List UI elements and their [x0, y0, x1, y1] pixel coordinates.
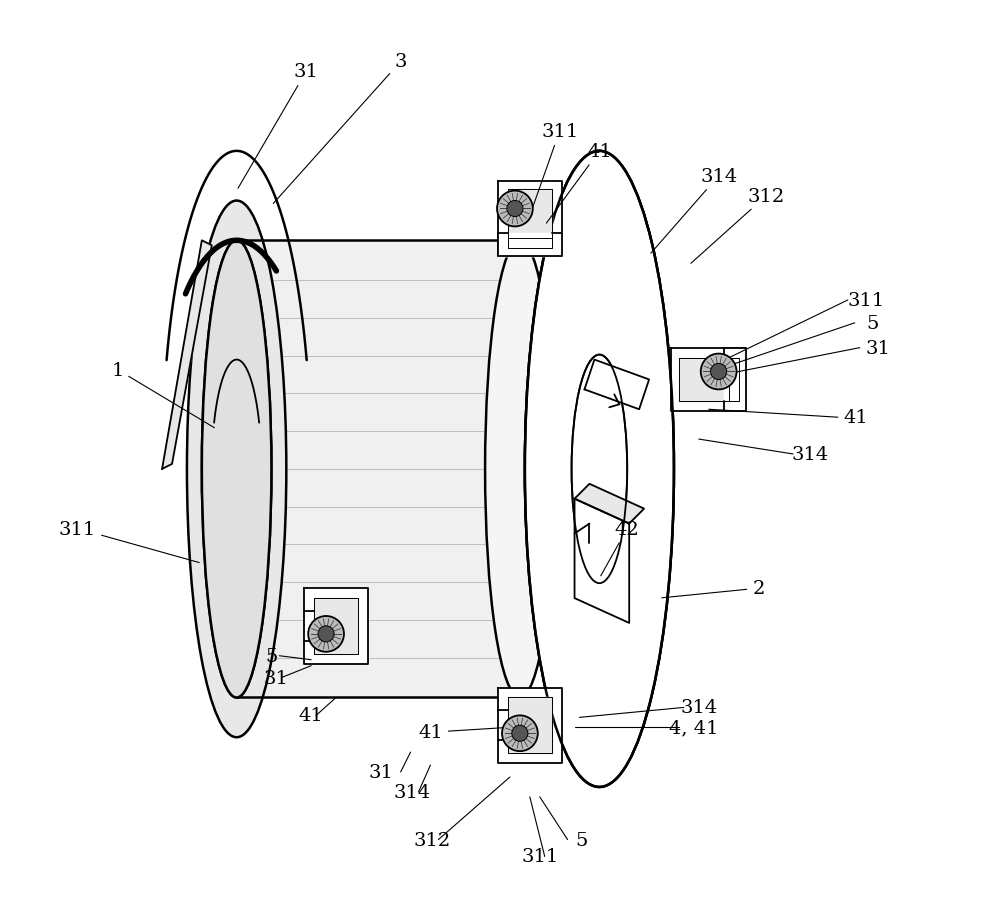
- Text: 41: 41: [299, 706, 324, 724]
- Text: 31: 31: [264, 669, 289, 687]
- Polygon shape: [584, 360, 649, 410]
- Text: 314: 314: [394, 783, 431, 801]
- Ellipse shape: [202, 241, 271, 698]
- Text: 314: 314: [651, 168, 737, 254]
- Polygon shape: [498, 688, 562, 763]
- Circle shape: [497, 191, 533, 228]
- Circle shape: [512, 725, 528, 741]
- Text: 41: 41: [418, 723, 507, 741]
- Polygon shape: [679, 358, 739, 402]
- Text: 312: 312: [414, 831, 451, 849]
- Text: 31: 31: [865, 340, 890, 358]
- Text: 311: 311: [521, 848, 558, 866]
- Text: 312: 312: [691, 187, 785, 264]
- Circle shape: [318, 626, 334, 642]
- Polygon shape: [724, 349, 746, 412]
- Circle shape: [711, 364, 727, 380]
- Polygon shape: [575, 484, 644, 524]
- Circle shape: [502, 715, 538, 751]
- Ellipse shape: [525, 152, 674, 787]
- Polygon shape: [162, 241, 212, 470]
- Text: 5: 5: [867, 314, 879, 332]
- Polygon shape: [671, 349, 746, 412]
- Ellipse shape: [485, 241, 555, 698]
- Text: 4, 41: 4, 41: [669, 719, 719, 737]
- Circle shape: [701, 354, 737, 390]
- Text: 41: 41: [843, 409, 868, 427]
- Text: 3: 3: [273, 53, 407, 204]
- Text: 41: 41: [546, 143, 612, 224]
- Ellipse shape: [187, 201, 286, 738]
- Text: 314: 314: [680, 699, 717, 717]
- Text: 31: 31: [238, 63, 319, 189]
- Ellipse shape: [217, 375, 257, 563]
- Text: 31: 31: [368, 763, 393, 781]
- Text: 311: 311: [847, 292, 884, 310]
- Ellipse shape: [525, 152, 674, 787]
- Text: 314: 314: [791, 445, 829, 463]
- Text: 1: 1: [111, 361, 214, 428]
- Text: 311: 311: [531, 123, 578, 214]
- Polygon shape: [498, 234, 562, 257]
- Polygon shape: [314, 599, 358, 654]
- Polygon shape: [575, 499, 629, 623]
- Polygon shape: [304, 589, 368, 664]
- Polygon shape: [498, 182, 562, 257]
- Text: 311: 311: [59, 520, 199, 563]
- Text: 2: 2: [662, 580, 765, 598]
- Polygon shape: [508, 190, 552, 249]
- Text: 42: 42: [601, 520, 640, 576]
- Ellipse shape: [572, 355, 627, 583]
- Circle shape: [507, 201, 523, 218]
- Ellipse shape: [202, 241, 271, 698]
- Text: 5: 5: [265, 647, 278, 665]
- Circle shape: [308, 616, 344, 652]
- Text: 5: 5: [575, 831, 588, 849]
- Polygon shape: [237, 241, 520, 698]
- Polygon shape: [508, 698, 552, 753]
